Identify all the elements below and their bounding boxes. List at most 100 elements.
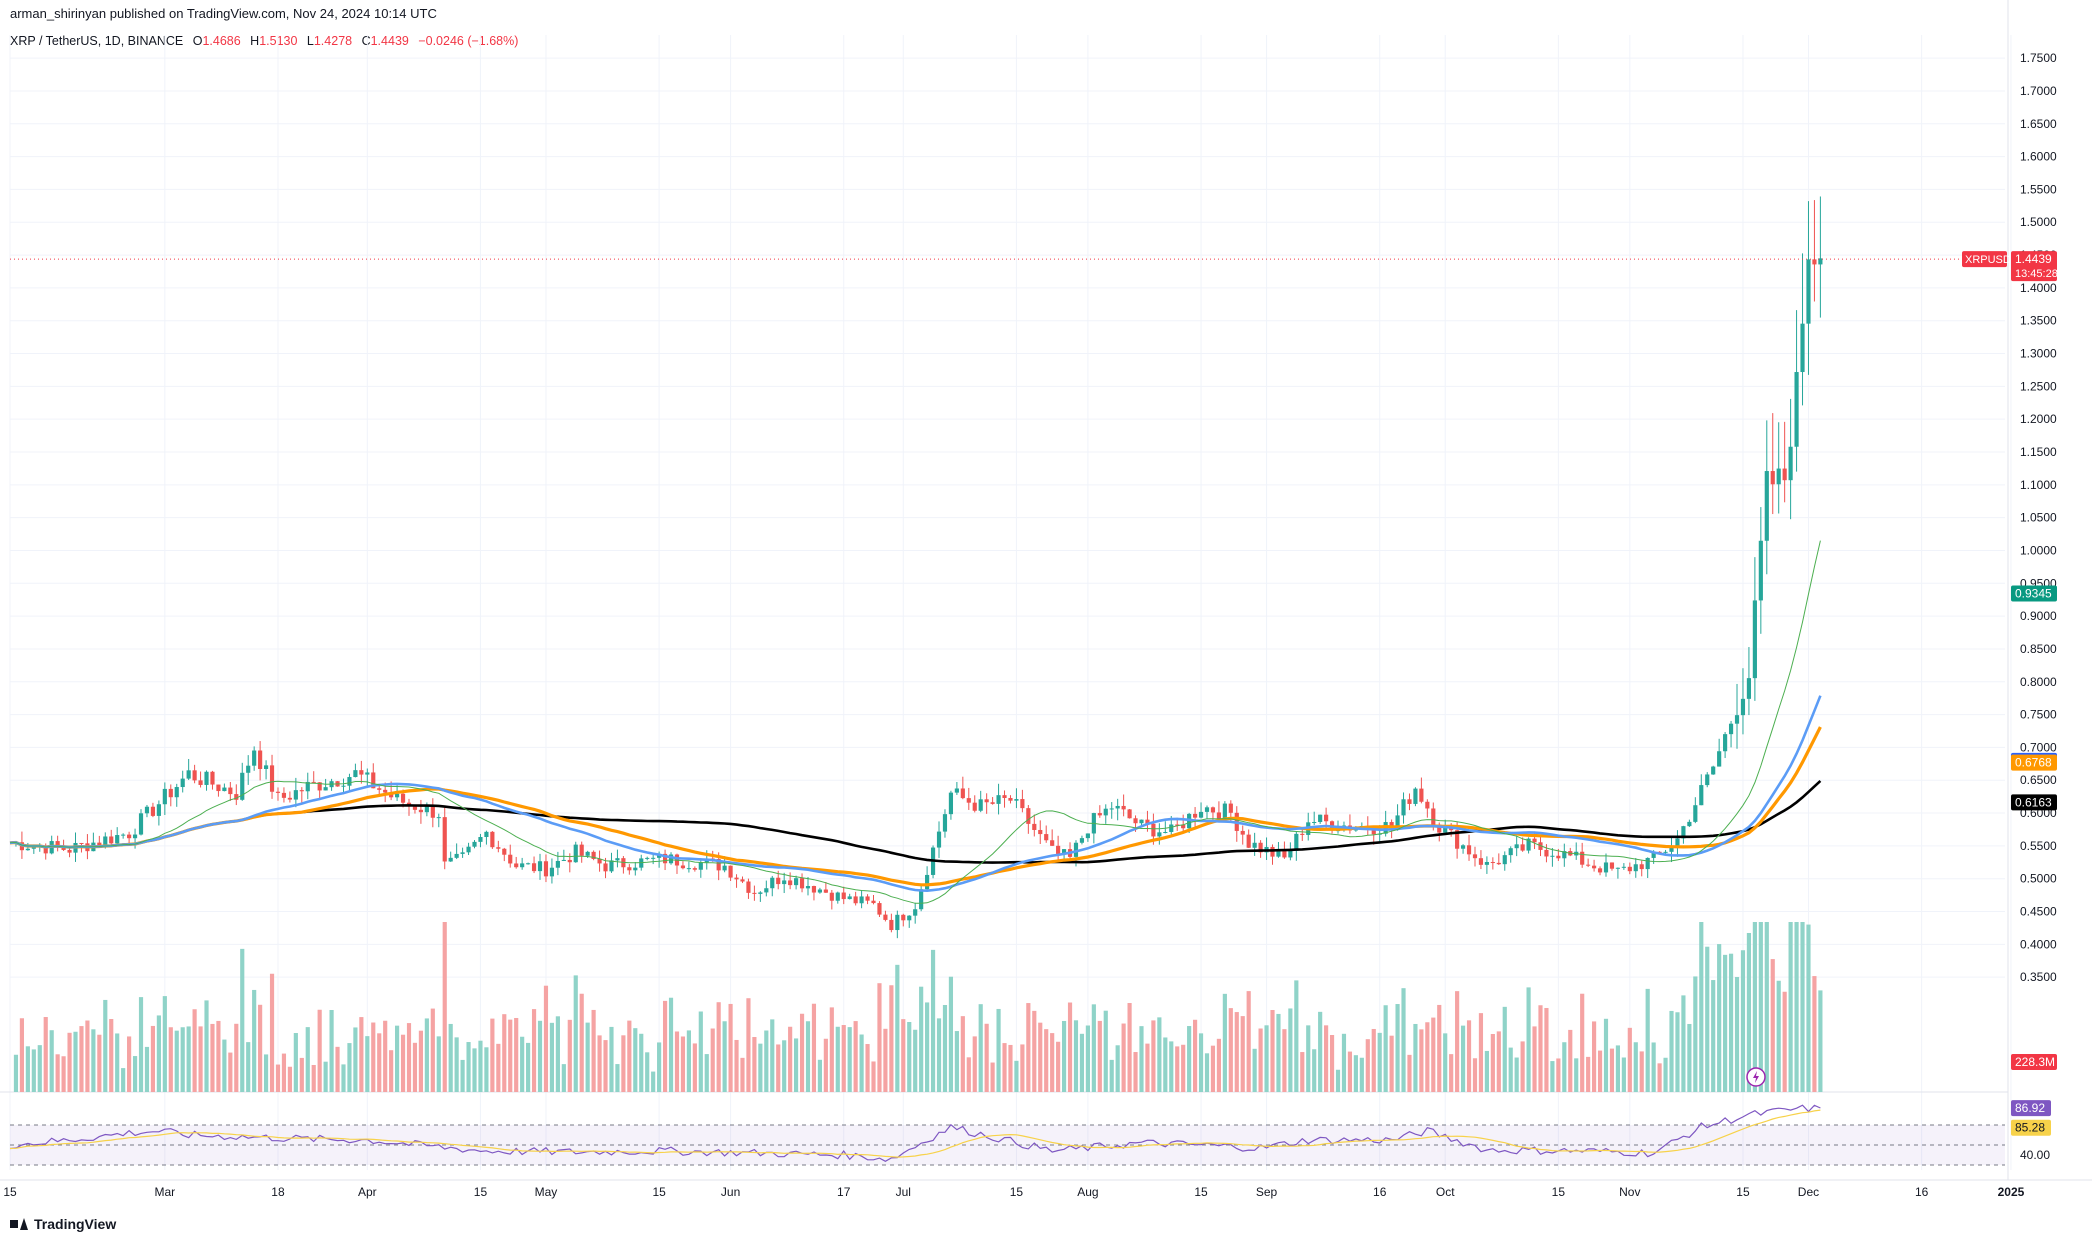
symbol-title[interactable]: XRP / TetherUS, 1D, BINANCE [10, 34, 184, 48]
volume-bar [1329, 1034, 1335, 1092]
candle [246, 765, 251, 773]
candle [966, 798, 971, 803]
candle [454, 853, 459, 858]
volume-bar [79, 1026, 84, 1092]
candle [1443, 827, 1448, 833]
candle [901, 914, 906, 921]
candle [603, 863, 608, 872]
candle [1675, 838, 1680, 847]
candle [1663, 851, 1668, 853]
volume-bar [740, 1057, 745, 1092]
tradingview-logo[interactable]: TradingView [10, 1216, 116, 1232]
candle [1806, 259, 1811, 324]
volume-bar [662, 1000, 668, 1092]
volume-bar [1502, 1006, 1507, 1092]
x-tick-label: 18 [271, 1185, 285, 1199]
volume-bar [1764, 922, 1769, 1092]
volume-bar [1288, 1008, 1293, 1092]
candle [121, 834, 126, 836]
x-tick-label: Apr [358, 1185, 377, 1199]
volume-bar [1193, 1019, 1198, 1092]
price-label-value: 228.3M [2015, 1055, 2055, 1069]
volume-bar [907, 1021, 912, 1092]
ma-black-line [9, 779, 1822, 864]
candle [627, 867, 632, 871]
candle [865, 896, 870, 901]
candle [978, 799, 983, 811]
candle [1371, 829, 1376, 835]
candle [758, 892, 763, 894]
volume-bar [954, 1031, 959, 1092]
candle [1097, 813, 1102, 816]
volume-bar [67, 1032, 72, 1092]
volume-bar [585, 1022, 590, 1092]
candle [1198, 811, 1204, 818]
y-tick-label: 1.1500 [2020, 445, 2057, 459]
volume-bar [925, 1002, 930, 1092]
candle [954, 788, 959, 793]
candle [1455, 830, 1460, 849]
volume-bar [895, 964, 900, 1092]
volume-bar [1240, 1016, 1245, 1092]
candle [234, 794, 239, 800]
volume-bar [1324, 1025, 1329, 1092]
candle [740, 879, 745, 882]
tradingview-logo-icon [10, 1218, 28, 1230]
volume-bar [871, 1061, 876, 1092]
candle [1758, 540, 1763, 601]
candle [305, 781, 310, 792]
y-tick-label: 1.2500 [2020, 379, 2057, 393]
volume-bar [1788, 922, 1793, 1092]
candle [549, 867, 555, 877]
y-tick-label: 1.7000 [2020, 84, 2057, 98]
volume-bar [847, 1027, 852, 1092]
open-value: 1.4686 [202, 34, 241, 48]
candle [1258, 842, 1263, 853]
x-tick-label: 15 [474, 1185, 488, 1199]
candle [1419, 788, 1424, 802]
volume-bar [1568, 1029, 1573, 1092]
volume-bar [144, 1046, 150, 1092]
volume-bar [246, 1042, 251, 1092]
candle [514, 863, 519, 868]
volume-bar [978, 1004, 983, 1092]
candle [1609, 862, 1615, 869]
volume-bar [948, 976, 954, 1092]
candle [829, 892, 834, 901]
volume-bar [627, 1020, 632, 1092]
candle [752, 892, 757, 894]
candle [1752, 600, 1757, 679]
volume-bar [1038, 1022, 1043, 1092]
candles [13, 196, 1823, 939]
candle [1276, 849, 1281, 857]
volume-bar [341, 1064, 346, 1092]
candle [317, 782, 322, 791]
volume-bar [573, 975, 578, 1092]
candle [1478, 858, 1484, 865]
candle [1288, 850, 1293, 858]
x-tick-label: Jun [721, 1185, 740, 1199]
candle [1699, 785, 1704, 806]
candle [913, 909, 918, 916]
volume-bar [359, 1017, 364, 1092]
volume-bar [222, 1039, 227, 1092]
candle [377, 788, 382, 790]
candle [1615, 867, 1620, 869]
candle [698, 862, 703, 870]
volume-bar [156, 1015, 161, 1092]
candle [424, 804, 429, 813]
candle [1401, 799, 1406, 816]
volume-bar [776, 1044, 781, 1092]
lightning-icon[interactable] [1746, 1067, 1766, 1087]
volume-bar [91, 1029, 96, 1092]
volume-bar [228, 1052, 233, 1092]
volume-bar [1782, 991, 1787, 1092]
volume-bar [621, 1035, 626, 1092]
candle [1651, 851, 1656, 858]
volume-bar [43, 1017, 48, 1092]
candle [948, 792, 954, 815]
volume-bar [1097, 1020, 1102, 1092]
volume-bar [901, 1019, 906, 1092]
y-tick-label: 1.0000 [2020, 543, 2057, 557]
